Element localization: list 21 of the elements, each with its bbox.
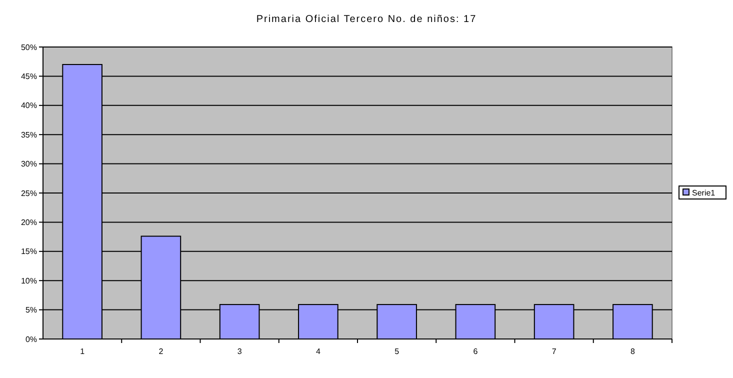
x-tick-label: 6 (473, 347, 478, 356)
y-tick-label: 50% (20, 42, 37, 52)
y-tick-label: 0% (25, 334, 37, 344)
x-tick-label: 8 (630, 347, 636, 356)
x-tick-label: 3 (237, 347, 242, 356)
legend-label: Serie1 (692, 188, 716, 198)
y-tick-label: 5% (25, 306, 37, 315)
x-tick-label: 1 (80, 347, 86, 356)
x-tick-label: 2 (158, 347, 164, 356)
y-tick-label: 45% (20, 72, 37, 81)
y-tick-label: 20% (20, 218, 37, 227)
y-tick-label: 40% (20, 101, 37, 110)
y-tick-label: 15% (20, 247, 37, 256)
y-tick-label: 30% (20, 160, 37, 169)
y-tick-label: 25% (20, 188, 37, 198)
chart-title: Primaria Oficial Tercero No. de niños: 17 (256, 14, 477, 25)
x-tick-label: 4 (316, 347, 321, 356)
y-tick-label: 10% (20, 276, 37, 286)
x-tick-label: 5 (394, 347, 400, 356)
y-tick-label: 35% (20, 130, 37, 140)
x-tick-label: 7 (552, 347, 557, 356)
